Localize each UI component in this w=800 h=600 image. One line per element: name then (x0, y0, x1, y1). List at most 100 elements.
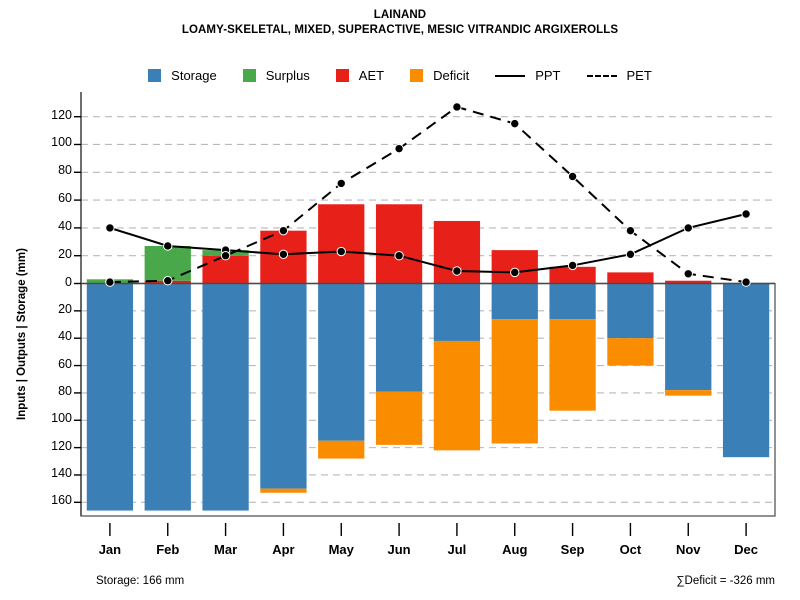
data-point-pet-dec (741, 277, 751, 287)
footer-deficit-note: ∑Deficit = -326 mm (676, 575, 775, 587)
legend-entry-ppt[interactable]: PPT (495, 68, 561, 83)
line-pet (109, 105, 747, 284)
x-axis-tick-label-oct: Oct (619, 542, 642, 557)
bar-deficit-sep (549, 319, 596, 411)
legend-swatch-icon (335, 69, 349, 82)
data-point-ppt-jul (452, 266, 462, 276)
data-point-ppt-sep (567, 260, 578, 271)
x-axis-tick-label-dec: Dec (734, 542, 758, 557)
x-axis-tick-label-may: May (328, 542, 354, 557)
legend-entry-surplus[interactable]: Surplus (242, 68, 310, 83)
chart-legend: Storage Surplus AET Deficit PPT PET (0, 68, 800, 83)
bar-storage-oct (607, 283, 654, 339)
legend-swatch-icon (242, 69, 256, 82)
x-axis-tick-label-apr: Apr (272, 542, 295, 557)
bar-aet-sep (549, 266, 596, 284)
legend-dashed-line-icon (586, 74, 617, 77)
data-point-pet-oct (625, 225, 636, 236)
legend-solid-line-icon (495, 74, 526, 77)
legend-swatch-icon (410, 69, 424, 82)
y-axis-tick-label-up-40: 40 (58, 218, 72, 233)
y-axis-tick-label-down-80: 80 (58, 383, 72, 398)
x-axis-tick-label-jun: Jun (387, 542, 411, 557)
data-point-pet-apr (278, 225, 289, 236)
line-ppt (109, 213, 747, 274)
legend-label: Surplus (265, 68, 310, 83)
legend-entry-pet[interactable]: PET (586, 68, 652, 83)
y-axis-title: Inputs | Outputs | Storage (mm) (16, 248, 28, 420)
bar-aet-nov (665, 280, 712, 284)
data-point-pet-jan (105, 277, 115, 287)
data-point-pet-mar (220, 250, 231, 261)
data-point-pet-feb (163, 276, 173, 286)
y-axis-tick-label-up-20: 20 (58, 246, 72, 261)
bar-deficit-jul (433, 340, 481, 451)
bar-deficit-aug (491, 319, 538, 444)
data-point-pet-jun (394, 143, 404, 154)
data-point-pet-jul (452, 102, 462, 112)
gridlines (81, 116, 775, 503)
bar-storage-apr (260, 283, 307, 489)
x-axis-ticks (109, 523, 747, 536)
bar-deficit-oct (607, 338, 654, 366)
x-axis-tick-label-jul: Jul (447, 542, 467, 557)
bar-aet-may (318, 204, 365, 284)
data-point-ppt-aug (510, 267, 520, 278)
bar-deficit-may (318, 440, 365, 459)
x-axis-tick-label-nov: Nov (675, 542, 701, 557)
bar-storage-aug (491, 283, 538, 320)
y-axis-ticks (74, 115, 81, 504)
data-point-ppt-feb (163, 241, 173, 251)
data-point-pet-nov (683, 269, 693, 279)
legend-entry-deficit[interactable]: Deficit (410, 68, 469, 83)
bar-storage-jul (433, 283, 481, 341)
legend-label: Deficit (433, 68, 470, 83)
bar-deficit-nov (665, 390, 712, 396)
bar-surplus-feb (144, 245, 191, 281)
data-point-ppt-apr (278, 249, 289, 260)
bar-deficit-jun (375, 391, 423, 445)
bar-storage-jun (375, 283, 423, 392)
bar-storage-feb (144, 283, 191, 511)
chart-title: LAINAND LOAMY-SKELETAL, MIXED, SUPERACTI… (0, 8, 800, 38)
markers-ppt (105, 209, 751, 278)
legend-label: PPT (535, 68, 561, 83)
y-axis-tick-label-down-120: 120 (51, 438, 72, 453)
data-point-ppt-may (336, 246, 346, 257)
data-point-pet-sep (567, 171, 578, 182)
bar-deficit-apr (260, 488, 307, 493)
bars (86, 204, 770, 511)
footer-storage-note: Storage: 166 mm (96, 575, 185, 587)
legend-label: Storage (171, 68, 217, 83)
data-point-ppt-nov (683, 223, 693, 233)
markers-pet (105, 102, 751, 287)
x-axis-tick-label-feb: Feb (156, 542, 180, 557)
bar-storage-sep (549, 283, 596, 320)
y-axis-tick-label-down-60: 60 (58, 356, 72, 371)
y-axis-tick-label-up-80: 80 (58, 163, 72, 178)
legend-entry-aet[interactable]: AET (335, 68, 385, 83)
y-axis-tick-label-up-60: 60 (58, 191, 72, 206)
bar-storage-mar (202, 283, 249, 511)
data-point-pet-may (336, 178, 346, 189)
bar-storage-jan (86, 283, 134, 511)
x-axis-tick-label-aug: Aug (502, 542, 528, 557)
x-axis-tick-label-jan: Jan (98, 542, 122, 557)
y-axis-tick-label-down-100: 100 (51, 411, 72, 426)
y-axis-tick-label-up-100: 100 (51, 135, 72, 150)
bar-aet-aug (491, 250, 538, 284)
y-axis-tick-label-up-0: 0 (65, 274, 72, 289)
legend-entry-storage[interactable]: Storage (148, 68, 217, 83)
legend-label: AET (358, 68, 385, 83)
legend-label: PET (626, 68, 652, 83)
bar-aet-oct (607, 272, 654, 284)
data-point-ppt-jan (105, 223, 115, 233)
y-axis-tick-label-up-120: 120 (51, 107, 72, 122)
y-axis-tick-label-down-20: 20 (58, 301, 72, 316)
chart-title-line1: LAINAND (373, 9, 427, 21)
bar-storage-dec (722, 283, 770, 458)
data-point-ppt-oct (625, 249, 636, 260)
y-axis-tick-label-down-140: 140 (51, 465, 72, 480)
